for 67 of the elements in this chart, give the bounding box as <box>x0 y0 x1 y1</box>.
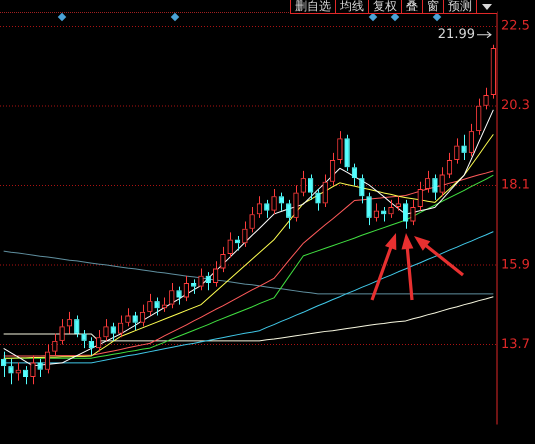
candlestick <box>359 174 364 204</box>
annotation: 窗 <box>423 0 444 13</box>
candlestick <box>256 196 262 218</box>
candlestick <box>169 282 174 309</box>
candlestick <box>337 130 342 164</box>
candlestick <box>308 174 314 200</box>
candlestick <box>74 315 80 338</box>
candlestick <box>293 184 299 222</box>
candlestick <box>132 311 138 330</box>
candlestick <box>424 170 430 194</box>
candlestick <box>410 199 416 226</box>
candlestick <box>454 138 460 164</box>
candlestick <box>322 174 328 208</box>
candlestick <box>271 188 277 215</box>
candlestick <box>44 344 50 374</box>
annotation: 预测 <box>444 0 477 13</box>
candlestick <box>212 260 218 288</box>
candlestick <box>315 188 321 212</box>
candlestick <box>154 296 160 316</box>
y-tick-label: 13.7 <box>501 336 530 352</box>
candlestick <box>344 134 350 172</box>
candlestick <box>446 152 452 179</box>
candlestick <box>381 206 386 222</box>
candlestick <box>432 174 438 200</box>
candlestick <box>490 44 496 100</box>
candlestick <box>242 221 248 248</box>
candlestick <box>59 318 65 345</box>
candlestick <box>184 275 190 302</box>
y-tick-label: 18.1 <box>501 178 530 193</box>
candlestick <box>264 199 270 218</box>
candlestick <box>468 123 474 157</box>
annotation: 复权 <box>369 0 402 13</box>
candlestick <box>461 134 467 161</box>
candlestick <box>476 98 482 136</box>
candlestick <box>286 199 292 230</box>
candlestick <box>366 192 372 226</box>
candlestick <box>96 329 102 352</box>
candlestick <box>147 293 152 316</box>
annotation: 叠 <box>402 0 423 13</box>
candlestick <box>88 336 94 356</box>
candlestick <box>300 170 306 197</box>
candlestick <box>396 196 401 212</box>
candlestick <box>162 296 168 312</box>
candlestick <box>1 351 6 378</box>
candlestick <box>403 199 408 230</box>
candlestick <box>191 278 196 294</box>
candlestick <box>418 181 423 212</box>
candlestick <box>483 87 489 110</box>
candlestick <box>278 192 284 212</box>
annotation: 均线 <box>336 0 369 13</box>
candlestick <box>30 354 36 385</box>
candlestick <box>8 358 14 385</box>
candlestick <box>52 333 58 356</box>
candlestick <box>330 152 336 186</box>
candlestick <box>81 329 87 349</box>
y-tick-label: 15.9 <box>501 257 530 272</box>
candlestick <box>250 206 255 233</box>
candlestick <box>16 362 21 382</box>
candlestick <box>110 322 116 342</box>
candlestick <box>140 304 146 327</box>
y-tick-label: 22.5 <box>501 18 530 34</box>
candlestick <box>220 246 226 273</box>
y-tick-label: 20.3 <box>501 98 530 114</box>
candlestick <box>440 166 445 197</box>
annotation: 删自选 <box>291 0 336 13</box>
annotation: 21.99 <box>438 27 475 42</box>
candlestick <box>228 232 233 258</box>
